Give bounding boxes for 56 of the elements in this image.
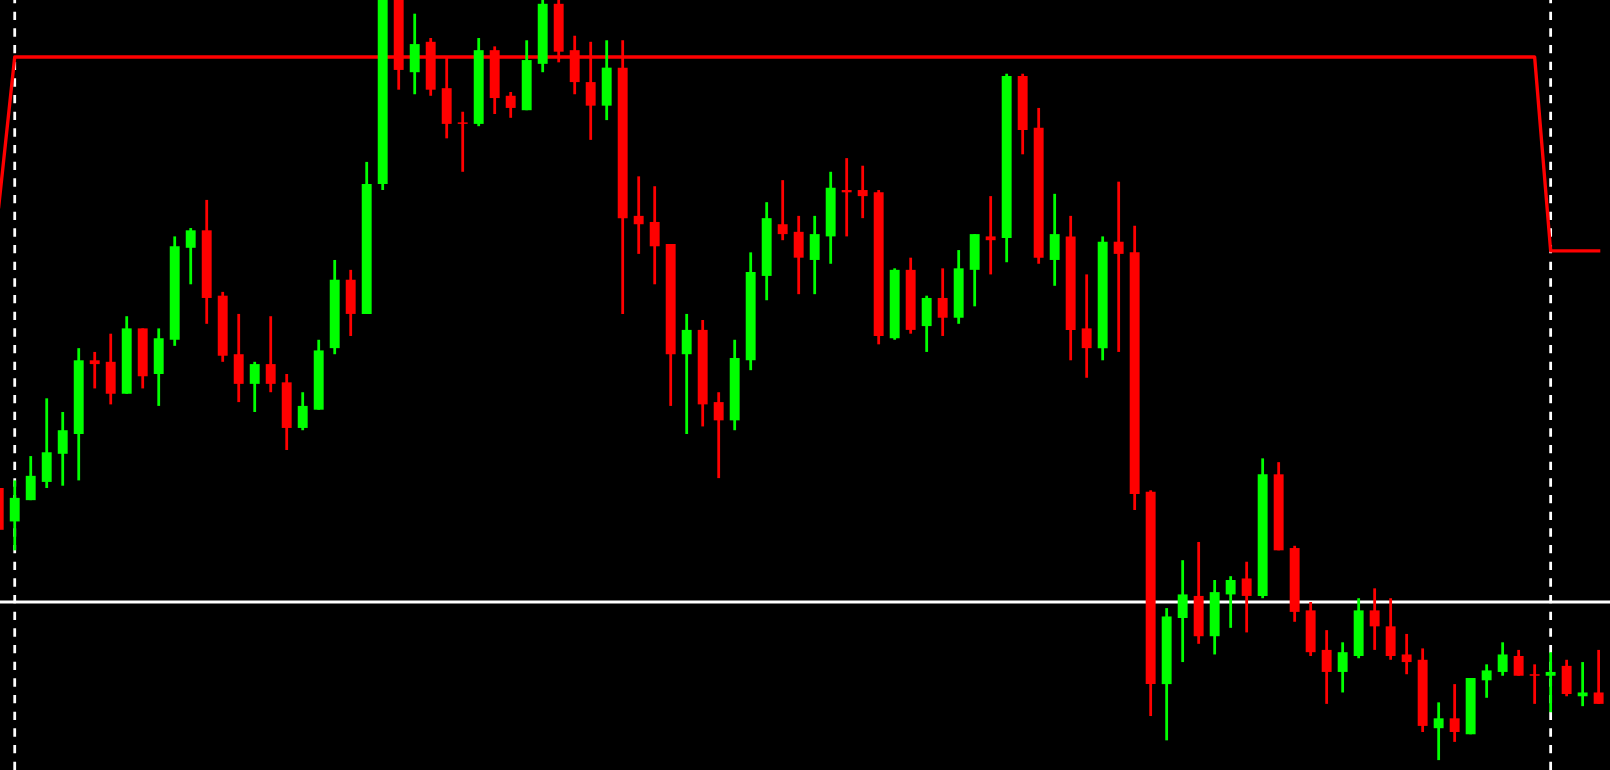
candlestick (1449, 682, 1460, 744)
candlestick (1433, 700, 1444, 762)
candlestick (1081, 273, 1092, 380)
candlestick (1369, 586, 1380, 652)
candlestick (25, 454, 36, 502)
candlestick (1113, 180, 1124, 354)
candlestick (1577, 660, 1588, 708)
candlestick (233, 312, 244, 404)
candlestick (57, 410, 68, 488)
candlestick (505, 90, 516, 120)
candlestick (281, 372, 292, 452)
candlestick (185, 226, 196, 286)
candlestick (985, 194, 996, 276)
candlestick (1481, 662, 1492, 700)
candlestick (249, 360, 260, 414)
candlestick (633, 174, 644, 256)
candlestick (1353, 596, 1364, 660)
candlestick (345, 268, 356, 338)
candlestick (153, 326, 164, 408)
candlestick (793, 214, 804, 296)
candlestick (1241, 560, 1252, 634)
candlestick (1529, 662, 1540, 706)
candlestick (1193, 540, 1204, 646)
candlestick (1305, 600, 1316, 658)
candlestick (265, 314, 276, 394)
candlestick (713, 390, 724, 480)
candlestick (1209, 578, 1220, 656)
candlestick (9, 479, 20, 552)
candlestick (1177, 558, 1188, 664)
candlestick (1545, 650, 1556, 714)
candlestick (1561, 658, 1572, 698)
candlestick (937, 266, 948, 338)
candlestick (969, 232, 980, 308)
candlestick (105, 332, 116, 406)
candlestick (1385, 596, 1396, 662)
candlestick (409, 12, 420, 96)
candlestick (1321, 628, 1332, 706)
candlestick (1401, 632, 1412, 676)
candlestick (1225, 574, 1236, 630)
candlestick (1593, 648, 1604, 706)
candlestick (457, 110, 468, 174)
candlestick (1513, 648, 1524, 678)
candlestick (601, 38, 612, 122)
candlestick (809, 214, 820, 296)
candlestick (857, 164, 868, 220)
candlestick (681, 312, 692, 436)
candlestick (921, 294, 932, 354)
candlestick (137, 326, 148, 390)
candlestick (89, 350, 100, 390)
candlestick (297, 390, 308, 432)
candlestick (41, 396, 52, 490)
candlestick (777, 178, 788, 242)
candlestick (1497, 640, 1508, 678)
candlestick (1337, 640, 1348, 694)
candlestick (649, 184, 660, 286)
candlestick (1049, 192, 1060, 288)
